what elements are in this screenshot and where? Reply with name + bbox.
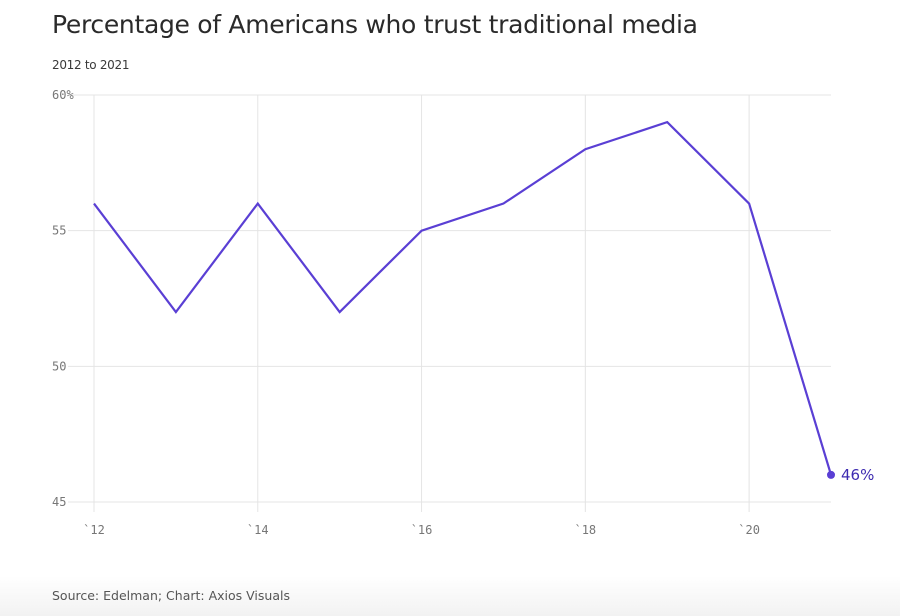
chart-subtitle: 2012 to 2021 — [52, 58, 130, 72]
series-group: 46% — [93, 120, 874, 484]
x-tick-label: `20 — [738, 523, 760, 537]
series-line — [93, 120, 833, 476]
footer: Source: Edelman; Chart: Axios Visuals — [0, 576, 900, 616]
x-tick-label: `18 — [574, 523, 596, 537]
source-note: Source: Edelman; Chart: Axios Visuals — [52, 588, 290, 603]
x-tick-label: `12 — [83, 523, 105, 537]
chart-title: Percentage of Americans who trust tradit… — [52, 10, 698, 39]
x-axis-labels: `12 `14 `16 `18 `20 — [83, 523, 760, 537]
line-chart: 60% 55 50 45 `12 `14 `16 `18 `20 46% — [52, 88, 874, 537]
y-tick-label: 50 — [52, 359, 66, 373]
y-tick-label: 45 — [52, 495, 66, 509]
y-tick-label: 55 — [52, 224, 66, 238]
y-gridlines — [68, 94, 831, 503]
x-tick-label: `16 — [411, 523, 433, 537]
y-axis-labels: 60% 55 50 45 — [52, 88, 74, 509]
y-tick-label: 60% — [52, 88, 74, 102]
x-gridlines — [93, 95, 750, 512]
x-tick-label: `14 — [247, 523, 269, 537]
end-value-label: 46% — [841, 466, 874, 484]
end-point-marker — [827, 470, 835, 479]
